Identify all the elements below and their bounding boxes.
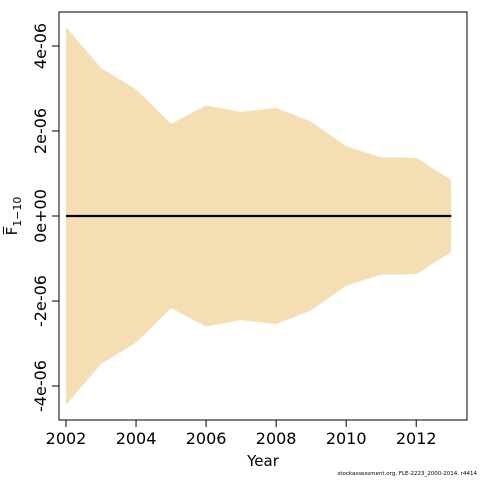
- x-tick-label: 2008: [256, 429, 297, 448]
- footnote: stockassessment.org, FLE-2223_2000-2014,…: [337, 471, 477, 477]
- x-tick-label: 2012: [396, 429, 437, 448]
- x-tick-label: 2004: [116, 429, 157, 448]
- y-axis: -4e-06 -2e-06 0e+00 2e-06 4e-06: [31, 23, 60, 412]
- x-tick-label: 2002: [46, 429, 87, 448]
- y-axis-title: F̅1−10: [2, 197, 24, 236]
- y-tick-label: 2e-06: [31, 108, 50, 154]
- y-axis-title-main: F̅: [2, 226, 21, 236]
- x-axis-title: Year: [246, 452, 280, 470]
- y-tick-label: 0e+00: [31, 189, 50, 243]
- y-tick-label: 4e-06: [31, 23, 50, 69]
- y-tick-label: -2e-06: [31, 275, 50, 327]
- y-tick-label: -4e-06: [31, 360, 50, 412]
- x-tick-label: 2006: [186, 429, 227, 448]
- x-tick-label: 2010: [326, 429, 367, 448]
- y-axis-title-subscript: 1−10: [11, 197, 24, 227]
- x-axis: 2002 2004 2006 2008 2010 2012: [46, 419, 437, 448]
